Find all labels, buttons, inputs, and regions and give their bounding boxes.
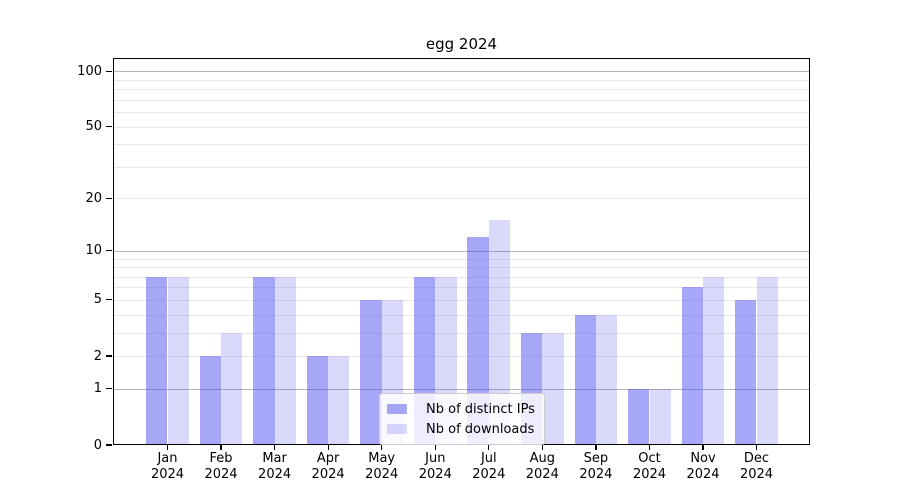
gridline-minor-50: [113, 126, 810, 128]
x-tick-label-oct: Oct 2024: [632, 451, 667, 482]
bar-nb-of-distinct-ips-nov: [681, 287, 703, 445]
bar-nb-of-distinct-ips-sep: [574, 314, 596, 445]
y-tick-20: [105, 197, 112, 200]
y-tick-label-10: 10: [85, 243, 102, 259]
y-tick-label-1: 1: [93, 381, 102, 397]
bar-nb-of-downloads-dec: [756, 276, 778, 445]
gridline-minor-20: [113, 198, 810, 200]
y-tick-label-2: 2: [93, 348, 102, 364]
gridline-minor-60: [113, 112, 810, 113]
y-tick-label-20: 20: [85, 190, 102, 206]
x-tick-sep: [595, 445, 597, 450]
bar-nb-of-downloads-oct: [649, 388, 671, 445]
legend: Nb of distinct IPs Nb of downloads: [379, 393, 545, 445]
gridline-minor-9: [113, 258, 810, 260]
x-tick-feb: [220, 445, 222, 450]
x-tick-label-apr: Apr 2024: [311, 451, 345, 482]
plot-area: 0 1 2 5 10 20 50 100 Jan 2024 Feb 2024 Mar 2024 Apr…: [77, 58, 810, 482]
y-tick-2: [105, 355, 112, 357]
y-tick-50: [105, 125, 112, 128]
y-tick-100: [105, 70, 112, 72]
x-tick-label-dec: Dec 2024: [739, 451, 774, 482]
gridline-minor-6: [113, 287, 810, 289]
x-tick-label-aug: Aug 2024: [525, 451, 559, 482]
bar-nb-of-downloads-jul: [488, 220, 511, 445]
legend-swatch-downloads: [387, 424, 407, 434]
bar-nb-of-downloads-jan: [167, 276, 189, 445]
gridline-minor-80: [113, 89, 810, 91]
x-tick-label-jul: Jul 2024: [472, 451, 506, 482]
y-tick-label-50: 50: [85, 119, 102, 134]
x-tick-label-may: May 2024: [365, 451, 399, 482]
y-tick-label-0: 0: [93, 437, 102, 453]
legend-item-distinct-ips: Nb of distinct IPs: [387, 399, 536, 419]
y-tick-label-100: 100: [77, 63, 102, 79]
bar-nb-of-downloads-sep: [595, 314, 618, 445]
bar-nb-of-downloads-nov: [703, 276, 725, 445]
gridline-minor-7: [113, 276, 810, 278]
x-tick-label-mar: Mar 2024: [258, 451, 292, 482]
x-tick-label-feb: Feb 2024: [204, 451, 238, 482]
legend-swatch-distinct-ips: [387, 404, 407, 414]
bar-nb-of-downloads-mar: [274, 276, 296, 445]
gridline-minor-8: [113, 267, 810, 268]
legend-label-distinct-ips: Nb of distinct IPs: [426, 401, 535, 417]
gridline-major-10: [113, 250, 810, 252]
y-tick-0: [105, 444, 112, 446]
bar-nb-of-distinct-ips-mar: [253, 276, 275, 445]
x-tick-apr: [327, 445, 329, 450]
gridline-minor-5: [113, 299, 810, 301]
gridline-minor-70: [113, 99, 810, 101]
gridline-minor-4: [113, 314, 810, 316]
bar-nb-of-distinct-ips-oct: [628, 388, 650, 445]
gridline-minor-3: [113, 332, 810, 334]
gridline-minor-30: [113, 166, 810, 168]
bar-nb-of-downloads-apr: [328, 356, 350, 445]
x-tick-jul: [488, 445, 490, 450]
x-tick-nov: [702, 445, 704, 450]
x-tick-label-nov: Nov 2024: [686, 451, 720, 482]
y-tick-1: [105, 388, 112, 390]
bar-nb-of-downloads-feb: [221, 332, 243, 445]
bar-nb-of-distinct-ips-jan: [146, 276, 168, 445]
x-tick-aug: [541, 445, 543, 450]
bar-nb-of-distinct-ips-dec: [735, 299, 757, 445]
x-tick-jun: [434, 445, 436, 450]
chart-title: egg 2024: [425, 35, 498, 53]
x-tick-label-jan: Jan 2024: [150, 451, 185, 482]
x-tick-label-sep: Sep 2024: [579, 451, 613, 482]
x-tick-may: [381, 445, 383, 450]
gridline-minor-2: [113, 356, 810, 357]
x-tick-oct: [648, 445, 651, 450]
bar-nb-of-distinct-ips-feb: [199, 356, 222, 445]
gridline-major-1: [113, 388, 810, 390]
bar-nb-of-distinct-ips-may: [360, 299, 382, 445]
x-tick-label-jun: Jun 2024: [418, 451, 452, 482]
bar-nb-of-downloads-aug: [542, 332, 564, 445]
x-tick-dec: [755, 445, 758, 450]
gridline-major-100: [113, 71, 810, 73]
gridline-minor-40: [113, 144, 810, 146]
y-tick-label-5: 5: [93, 292, 102, 308]
y-tick-5: [105, 299, 112, 301]
legend-label-downloads: Nb of downloads: [426, 421, 535, 437]
gridline-minor-90: [113, 79, 810, 81]
y-tick-10: [105, 250, 112, 252]
legend-item-downloads: Nb of downloads: [387, 419, 536, 439]
x-tick-mar: [273, 445, 276, 450]
x-tick-jan: [166, 445, 169, 450]
bar-nb-of-distinct-ips-apr: [306, 356, 329, 445]
